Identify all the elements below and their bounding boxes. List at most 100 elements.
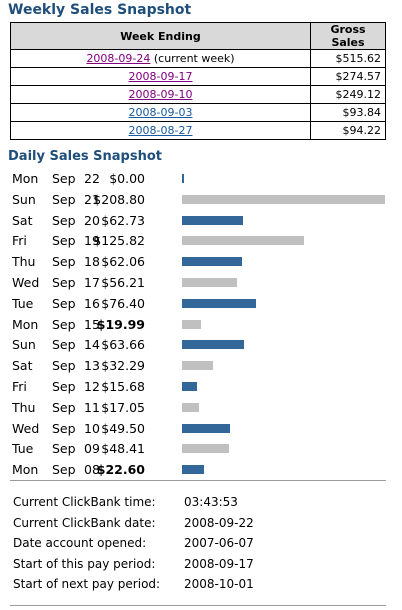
daily-sales-bar: [182, 465, 204, 475]
day-number: 13: [84, 358, 100, 374]
weekly-header-row: Week Ending Gross Sales: [10, 22, 386, 50]
day-of-week: Mon: [12, 171, 39, 186]
month-label: Sep: [52, 337, 76, 353]
info-label: Date account opened:: [13, 536, 147, 550]
month-label: Sep: [52, 254, 76, 270]
daily-amount: $56.21: [101, 274, 145, 290]
day-of-week: Sat: [12, 358, 33, 374]
daily-row: Sun Sep 14 $63.66: [0, 335, 402, 356]
daily-amount: $62.73: [101, 212, 145, 228]
daily-amount: $125.82: [93, 233, 145, 249]
daily-amount: $76.40: [101, 295, 145, 311]
week-ending-cell: 2008-09-03: [10, 103, 311, 122]
daily-row: Sat Sep 13 $32.29: [0, 356, 402, 377]
day-of-week: Tue: [12, 441, 34, 457]
daily-amount: $62.06: [101, 254, 145, 270]
day-number: 09: [84, 441, 100, 457]
daily-row: Thu Sep 18 $62.06: [0, 252, 402, 273]
week-ending-cell: 2008-09-10: [10, 85, 311, 104]
month-label: Sep: [52, 420, 76, 436]
daily-sales-bar: [182, 319, 201, 329]
day-number: 18: [84, 254, 100, 270]
day-of-week: Mon: [12, 316, 39, 332]
daily-row: Tue Sep 16 $76.40: [0, 294, 402, 315]
week-ending-link[interactable]: 2008-09-03: [128, 106, 193, 119]
day-number: 12: [84, 378, 100, 394]
week-ending-link[interactable]: 2008-09-10: [128, 88, 193, 101]
day-number: 11: [84, 399, 100, 415]
divider: [10, 605, 386, 606]
info-label: Current ClickBank date:: [13, 515, 156, 530]
daily-amount: $32.29: [101, 358, 145, 374]
daily-sales-bar: [182, 402, 199, 412]
daily-sales-bar: [182, 444, 229, 454]
daily-row: Tue Sep 09 $48.41: [0, 439, 402, 460]
info-label: Current ClickBank time:: [13, 495, 156, 509]
daily-sales-list: Mon Sep 22 $0.00 Sun Sep 21 $208.80 Sat Sep 20 $62.…: [0, 169, 402, 481]
daily-sales-bar: [182, 236, 304, 246]
day-number: 22: [84, 171, 100, 186]
week-ending-link[interactable]: 2008-08-27: [128, 124, 193, 137]
day-of-week: Sun: [12, 191, 36, 207]
daily-sales-bar: [182, 361, 213, 371]
daily-sales-bar: [182, 340, 244, 350]
daily-amount: $17.05: [101, 399, 145, 415]
month-label: Sep: [52, 191, 76, 207]
weekly-sales-table: Week Ending Gross Sales 2008-09-24 (curr…: [10, 22, 386, 140]
month-label: Sep: [52, 274, 76, 290]
month-label: Sep: [52, 171, 76, 186]
month-label: Sep: [52, 233, 76, 249]
day-of-week: Fri: [12, 233, 27, 249]
gross-sales-cell: $515.62: [310, 49, 386, 68]
current-week-note: (current week): [153, 52, 235, 65]
daily-sales-title: Daily Sales Snapshot: [8, 149, 162, 164]
daily-row: Mon Sep 15 $19.99: [0, 315, 402, 336]
weekly-sales-title: Weekly Sales Snapshot: [8, 2, 192, 18]
week-ending-cell: 2008-08-27: [10, 121, 311, 140]
week-ending-link[interactable]: 2008-09-24: [86, 52, 151, 65]
month-label: Sep: [52, 399, 76, 415]
day-of-week: Fri: [12, 378, 27, 394]
month-label: Sep: [52, 378, 76, 394]
daily-sales-bar: [182, 215, 243, 225]
month-label: Sep: [52, 441, 76, 457]
day-of-week: Wed: [12, 420, 40, 436]
info-value: 03:43:53: [184, 495, 238, 509]
weekly-row: 2008-09-03 $93.84: [10, 103, 386, 122]
gross-sales-cell: $93.84: [310, 103, 386, 122]
day-number: 10: [84, 420, 100, 436]
info-value: 2007-06-07: [184, 536, 254, 550]
weekly-row: 2008-09-24 (current week) $515.62: [10, 49, 386, 68]
daily-row: Wed Sep 10 $49.50: [0, 419, 402, 440]
daily-sales-bar: [182, 381, 197, 391]
daily-sales-bar: [182, 423, 230, 433]
daily-row: Thu Sep 11 $17.05: [0, 398, 402, 419]
weekly-row: 2008-08-27 $94.22: [10, 121, 386, 140]
day-of-week: Mon: [12, 462, 39, 478]
daily-amount: $208.80: [93, 191, 145, 207]
week-ending-link[interactable]: 2008-09-17: [128, 70, 193, 83]
daily-amount: $15.68: [101, 378, 145, 394]
month-label: Sep: [52, 295, 76, 311]
day-of-week: Sun: [12, 337, 36, 353]
daily-amount: $48.41: [101, 441, 145, 457]
daily-row: Fri Sep 19 $125.82: [0, 231, 402, 252]
daily-row: Mon Sep 22 $0.00: [0, 169, 402, 190]
month-label: Sep: [52, 212, 76, 228]
daily-row: Mon Sep 08 $22.60: [0, 460, 402, 481]
divider: [10, 480, 386, 481]
daily-amount: $22.60: [96, 462, 145, 478]
weekly-row: 2008-09-10 $249.12: [10, 85, 386, 104]
gross-sales-cell: $94.22: [310, 121, 386, 140]
day-of-week: Thu: [12, 399, 36, 415]
month-label: Sep: [52, 358, 76, 374]
week-ending-cell: 2008-09-17: [10, 67, 311, 86]
week-ending-header: Week Ending: [10, 22, 311, 50]
daily-sales-bar: [182, 194, 385, 204]
info-value: 2008-09-17: [184, 556, 254, 571]
month-label: Sep: [52, 316, 76, 332]
day-of-week: Thu: [12, 254, 36, 270]
gross-sales-cell: $274.57: [310, 67, 386, 86]
day-of-week: Wed: [12, 274, 40, 290]
gross-sales-cell: $249.12: [310, 85, 386, 104]
